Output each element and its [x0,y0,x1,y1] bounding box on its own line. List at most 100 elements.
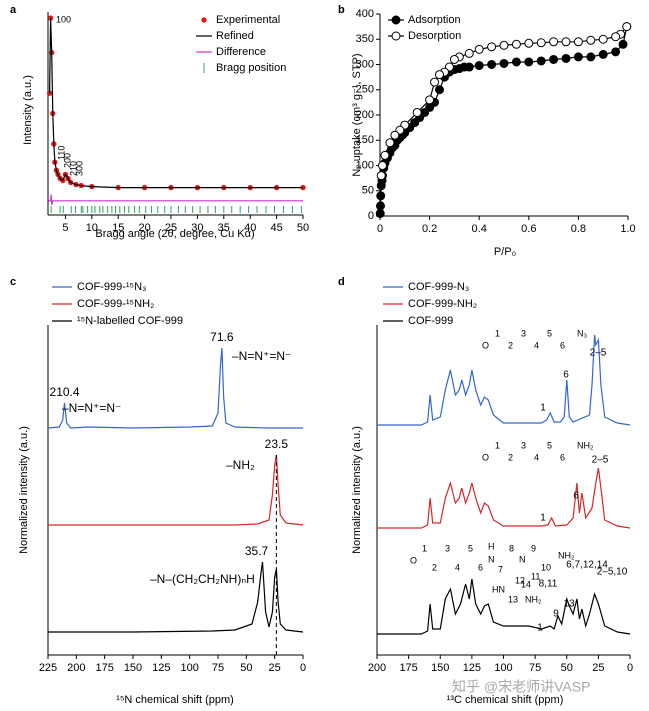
structure-atom: 5 [547,440,552,450]
structure-label: –N=N⁺=N⁻ [62,401,121,415]
structure-atom: 6 [560,340,565,350]
x-axis-title: ¹³C chemical shift (ppm) [447,694,564,706]
structure-atom: H [488,541,495,551]
legend-label: ¹⁵N-labelled COF-999 [77,315,183,327]
peak-assignment: 6 [573,491,579,502]
legend-symbol [391,15,401,25]
x-tick-label: 0 [300,662,306,674]
data-point [435,85,445,95]
series-line [48,454,304,526]
peak-index: 110 [56,146,66,160]
y-tick-label: 50 [362,185,374,197]
data-point [524,57,534,67]
y-axis-title: N₂ uptake (cm³ g⁻¹, STP) [351,53,363,176]
x-tick-label: 0 [627,662,633,674]
peak-label: 23.5 [265,437,289,451]
series-line [48,194,303,205]
x-tick-label: 0.6 [521,223,536,235]
series-line [377,578,631,635]
x-axis-title: ¹⁵N chemical shift (ppm) [116,694,234,706]
legend-label: COF-999-¹⁵N₃ [77,281,147,293]
peak-index: 210 [68,161,78,176]
data-point [377,161,387,170]
structure-label: –NH₂ [226,458,255,472]
peak-assignment: 9 [553,609,559,620]
structure-atom: 4 [534,452,539,462]
structure-atom: 9 [531,543,536,553]
peak-label: 71.6 [210,330,234,344]
x-tick-label: 5 [62,222,68,234]
series-line [377,467,631,529]
data-point [375,208,385,218]
data-point [487,42,497,52]
structure-atom: 1 [422,543,427,553]
structure-atom: 12 [515,575,525,585]
y-tick-label: 200 [356,109,374,121]
y-tick-label: 400 [356,8,374,20]
y-tick-label: 300 [356,58,374,70]
legend-label: COF-999-N₃ [408,281,469,293]
legend-symbol [391,31,401,41]
peak-index: 300 [74,161,84,176]
y-tick-label: 350 [356,33,374,45]
structure-atom: 3 [521,328,526,338]
data-point [561,53,571,63]
x-tick-label: 40 [244,222,256,234]
x-tick-label: 100 [180,662,198,674]
peak-assignment: 2–5 [592,455,609,466]
data-point [536,56,546,66]
peak-assignment: 6,7,12,14 [566,560,608,571]
data-point [524,38,534,48]
data-point [380,150,390,160]
structure-atom: 8 [509,543,514,553]
structure-atom: 1 [495,328,500,338]
x-tick-label: 150 [124,662,142,674]
series-line [48,561,304,633]
structure-atom: N [519,554,526,564]
x-tick-label: 10 [86,222,98,234]
data-point [549,54,559,64]
data-point [511,39,521,49]
x-tick-label: 200 [67,662,85,674]
x-tick-label: 20 [138,222,150,234]
data-point [611,47,621,57]
x-tick-label: 75 [212,662,224,674]
x-tick-label: 100 [494,662,512,674]
structure-atom: NH₂ [577,440,594,450]
data-point [499,58,509,68]
legend-label: Experimental [216,14,280,26]
structure-atom: 5 [468,543,473,553]
data-point [385,138,395,148]
data-point [536,38,546,48]
x-tick-label: 25 [592,662,604,674]
structure-atom: 6 [560,452,565,462]
x-tick-label: 30 [191,222,203,234]
x-tick-label: 150 [431,662,449,674]
x-tick-label: 125 [463,662,481,674]
y-tick-label: 100 [356,159,374,171]
structure-atom: O [482,452,489,462]
y-axis-title: Intensity (a.u.) [22,75,34,145]
data-point [573,52,583,62]
y-axis-title: Normalized intensity (a.u.) [18,426,30,554]
data-point [499,40,509,50]
panel-letter: d [338,276,345,288]
peak-index: 200 [62,153,72,168]
data-point [573,37,583,47]
data-point [611,32,621,42]
legend-label: Difference [216,46,266,58]
structure-atom: 10 [541,562,551,572]
series-line [47,347,303,429]
x-tick-label: 125 [152,662,170,674]
y-tick-label: 0 [368,210,374,222]
peak-assignment: 8,11 [539,579,558,590]
structure-atom: 6 [478,562,483,572]
peak-label: 210.4 [50,385,80,399]
legend-label: Adsorption [408,14,461,26]
peak-assignment: 6 [563,370,569,381]
data-point [622,22,632,32]
data-point [375,201,385,211]
data-point [618,39,628,49]
legend-label: Refined [216,30,254,42]
structure-atom: NH₂ [558,550,575,560]
